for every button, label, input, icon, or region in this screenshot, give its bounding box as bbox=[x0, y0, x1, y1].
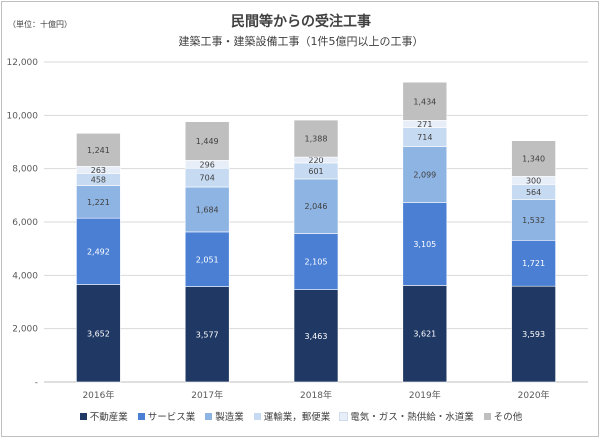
data-label: 458 bbox=[91, 175, 106, 184]
data-label: 1,449 bbox=[196, 137, 219, 146]
bar-segment bbox=[511, 285, 556, 383]
data-label: 3,105 bbox=[413, 240, 436, 249]
bar-segment bbox=[402, 202, 448, 286]
data-label: 1,721 bbox=[522, 259, 545, 268]
data-label: 3,621 bbox=[413, 330, 436, 339]
legend-swatch bbox=[339, 411, 349, 421]
legend-item: 運輸業，郵便業 bbox=[253, 409, 331, 423]
bar-segment bbox=[293, 119, 339, 158]
y-tick-label: 2,000 bbox=[12, 325, 38, 335]
data-label: 3,652 bbox=[87, 329, 110, 338]
bar-segment bbox=[293, 289, 339, 383]
data-label: 601 bbox=[308, 167, 323, 176]
bar-segment bbox=[76, 132, 121, 167]
data-label: 3,577 bbox=[196, 330, 219, 339]
x-tick-label: 2017年 bbox=[191, 389, 223, 401]
y-tick-label: - bbox=[35, 378, 38, 388]
legend-swatch bbox=[483, 412, 491, 420]
bar-segment bbox=[293, 233, 339, 290]
bar-segment bbox=[76, 284, 121, 383]
data-label: 1,434 bbox=[413, 97, 436, 106]
data-label: 220 bbox=[308, 156, 323, 165]
y-tick-label: 6,000 bbox=[12, 218, 38, 228]
legend-label: 製造業 bbox=[215, 412, 244, 423]
bar-segment bbox=[402, 81, 448, 121]
data-label: 271 bbox=[417, 120, 432, 129]
legend-label: 不動産業 bbox=[89, 412, 128, 423]
legend-item: 不動産業 bbox=[79, 409, 128, 423]
data-label: 1,340 bbox=[522, 155, 545, 164]
data-label: 564 bbox=[526, 188, 541, 197]
data-label: 296 bbox=[200, 160, 215, 169]
bar-segment bbox=[402, 146, 448, 203]
bar-segment bbox=[511, 199, 556, 241]
y-tick-label: 4,000 bbox=[12, 271, 38, 281]
data-label: 2,105 bbox=[305, 258, 328, 267]
legend-swatch bbox=[79, 412, 87, 420]
bar-segment bbox=[402, 285, 448, 383]
y-tick-label: 10,000 bbox=[7, 111, 39, 121]
data-label: 714 bbox=[417, 133, 432, 142]
legend-item: サービス業 bbox=[137, 409, 196, 423]
legend-label: 運輸業，郵便業 bbox=[263, 412, 331, 423]
data-label: 1,241 bbox=[87, 146, 110, 155]
x-tick-label: 2020年 bbox=[518, 389, 550, 401]
data-label: 2,046 bbox=[305, 202, 328, 211]
data-label: 1,221 bbox=[87, 198, 110, 207]
data-label: 2,051 bbox=[196, 255, 219, 264]
legend-swatch bbox=[137, 412, 145, 420]
bar-segment bbox=[293, 178, 339, 234]
bar-segment bbox=[511, 140, 556, 177]
bar-segment bbox=[184, 231, 230, 287]
bar-segment bbox=[184, 121, 230, 161]
data-label: 1,684 bbox=[196, 205, 219, 214]
legend-label: 電気・ガス・熱供給・水道業 bbox=[350, 412, 474, 423]
bar-segment bbox=[184, 186, 230, 233]
x-tick-label: 2016年 bbox=[82, 389, 114, 401]
data-label: 3,463 bbox=[305, 332, 328, 341]
bar-segment bbox=[184, 286, 230, 383]
data-label: 263 bbox=[91, 166, 106, 175]
data-label: 3,593 bbox=[522, 330, 545, 339]
legend-label: サービス業 bbox=[147, 412, 196, 423]
data-label: 2,492 bbox=[87, 247, 110, 256]
x-tick-label: 2018年 bbox=[300, 389, 332, 401]
bar-segment bbox=[76, 217, 121, 285]
x-tick-label: 2019年 bbox=[409, 389, 441, 401]
unit-note: （単位：十億円） bbox=[8, 20, 72, 29]
legend-item: 製造業 bbox=[205, 409, 244, 423]
legend-label: その他 bbox=[493, 412, 523, 423]
data-label: 1,388 bbox=[305, 135, 328, 144]
legend-item: 電気・ガス・熱供給・水道業 bbox=[339, 409, 474, 423]
bar-segment bbox=[511, 239, 556, 287]
data-label: 704 bbox=[200, 174, 215, 183]
bar-segment bbox=[76, 185, 121, 219]
data-label: 300 bbox=[526, 176, 541, 185]
chart-subtitle: 建築工事・建築設備工事（1件5億円以上の工事） bbox=[178, 35, 424, 48]
chart-title: 民間等からの受注工事 bbox=[231, 14, 371, 30]
data-label: 2,099 bbox=[413, 171, 436, 180]
legend-item: その他 bbox=[483, 409, 523, 423]
y-tick-label: 8,000 bbox=[12, 165, 38, 175]
legend-swatch bbox=[253, 412, 261, 420]
legend-swatch bbox=[205, 412, 213, 420]
y-tick-label: 12,000 bbox=[7, 58, 39, 68]
legend: 不動産業 サービス業 製造業 運輸業，郵便業 電気・ガス・熱供給・水道業 その他 bbox=[0, 409, 602, 423]
data-label: 1,532 bbox=[522, 216, 545, 225]
